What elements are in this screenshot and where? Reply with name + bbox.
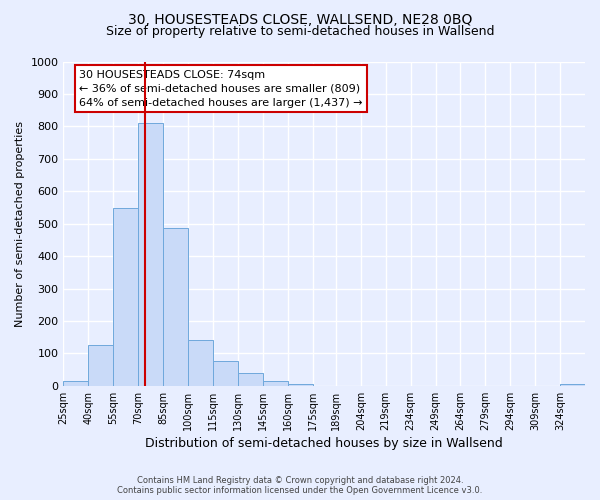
Bar [188, 340, 213, 386]
Y-axis label: Number of semi-detached properties: Number of semi-detached properties [15, 120, 25, 326]
Bar [88, 346, 113, 386]
Bar [238, 374, 263, 386]
Text: Contains HM Land Registry data © Crown copyright and database right 2024.
Contai: Contains HM Land Registry data © Crown c… [118, 476, 482, 495]
Bar [163, 228, 188, 386]
Text: 30 HOUSESTEADS CLOSE: 74sqm
← 36% of semi-detached houses are smaller (809)
64% : 30 HOUSESTEADS CLOSE: 74sqm ← 36% of sem… [79, 70, 362, 108]
Bar [64, 381, 88, 386]
Bar [287, 384, 313, 386]
Bar [113, 208, 138, 386]
Bar [213, 362, 238, 386]
X-axis label: Distribution of semi-detached houses by size in Wallsend: Distribution of semi-detached houses by … [145, 437, 503, 450]
Text: 30, HOUSESTEADS CLOSE, WALLSEND, NE28 0BQ: 30, HOUSESTEADS CLOSE, WALLSEND, NE28 0B… [128, 12, 472, 26]
Bar [138, 123, 163, 386]
Bar [263, 381, 287, 386]
Bar [560, 384, 585, 386]
Text: Size of property relative to semi-detached houses in Wallsend: Size of property relative to semi-detach… [106, 25, 494, 38]
